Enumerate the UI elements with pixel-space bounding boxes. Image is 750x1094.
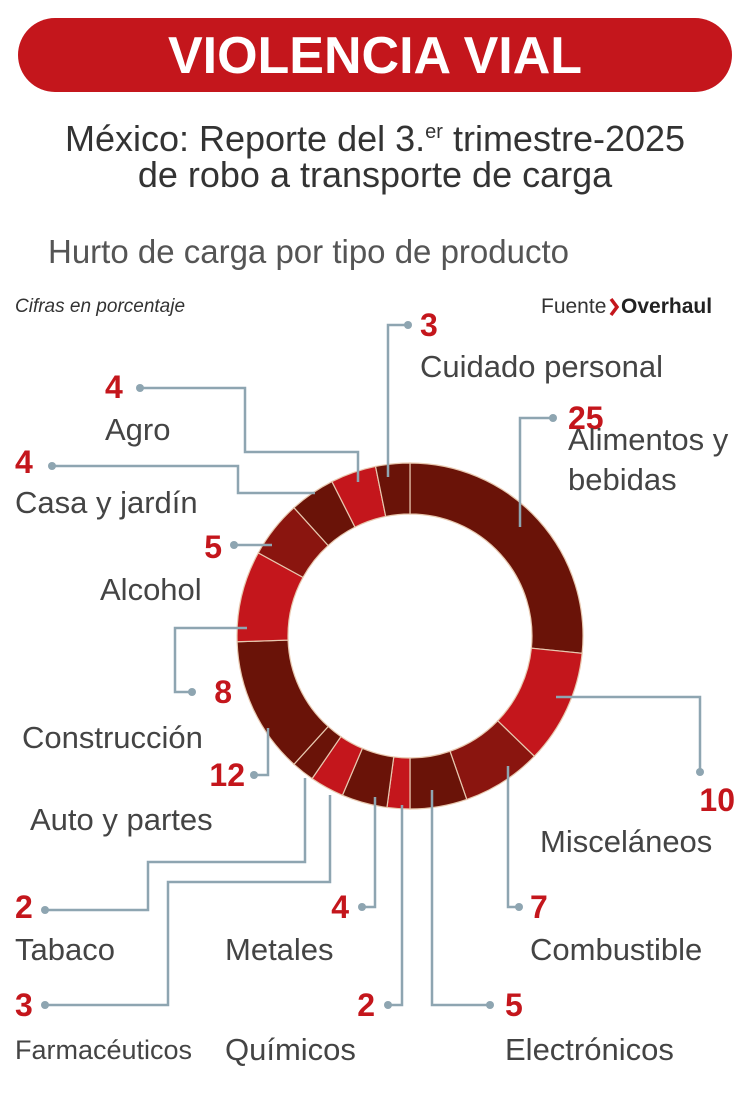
value-label: 12 — [209, 757, 245, 793]
leader-dot — [188, 688, 196, 696]
category-label: Alimentos y bebidas — [568, 422, 729, 497]
category-label: Auto y partes — [30, 802, 213, 837]
value-label: 5 — [204, 529, 222, 565]
leader-dot — [136, 384, 144, 392]
leader-line — [45, 795, 332, 1007]
leader-line — [254, 728, 270, 777]
leader-dot — [41, 1001, 49, 1009]
leader-dot — [230, 541, 238, 549]
chart-title: Hurto de carga por tipo de producto — [48, 233, 569, 270]
leader-line — [388, 805, 404, 1007]
category-label: Misceláneos — [540, 824, 713, 859]
category-label: Electrónicos — [505, 1032, 674, 1067]
leader-dot — [404, 321, 412, 329]
leader-dot — [486, 1001, 494, 1009]
subtitle-sup: er — [425, 121, 443, 143]
category-label: Combustible — [530, 932, 703, 967]
source-label: Fuente — [541, 295, 607, 318]
value-label: 3 — [420, 307, 438, 343]
subtitle-text: trimestre-2025 — [452, 118, 686, 159]
value-label: 2 — [357, 987, 375, 1023]
leader-dot — [41, 906, 49, 914]
value-label: 7 — [530, 889, 548, 925]
leader-dot — [358, 903, 366, 911]
value-label: 10 — [699, 782, 735, 818]
leader-line — [362, 797, 377, 909]
category-label: Agro — [105, 412, 171, 447]
value-label: 4 — [105, 369, 123, 405]
note: Cifras en porcentaje — [15, 296, 186, 317]
leader-line — [518, 416, 553, 527]
source: Overhaul — [621, 295, 713, 318]
category-label: Metales — [225, 932, 334, 967]
title-banner — [18, 18, 732, 92]
leader-dot — [48, 462, 56, 470]
source-chevron — [609, 297, 620, 317]
value-label: 4 — [15, 444, 33, 480]
donut-slice — [409, 462, 584, 654]
leader-dot — [696, 768, 704, 776]
value-label: 3 — [15, 987, 33, 1023]
leader-line — [140, 386, 360, 482]
leader-line — [556, 695, 702, 772]
value-label: 2 — [15, 889, 33, 925]
title: VIOLENCIA VIAL — [167, 27, 583, 85]
value-label: 25 — [568, 400, 604, 436]
leader-line — [45, 778, 307, 912]
category-label: Cuidado personal — [420, 349, 664, 384]
leader-line — [430, 790, 490, 1007]
leader-line — [52, 464, 315, 495]
leader-line — [506, 766, 519, 909]
leader-dot — [250, 771, 258, 779]
leader-dot — [384, 1001, 392, 1009]
category-label: Farmacéuticos — [15, 1035, 193, 1065]
category-label: Construcción — [22, 720, 203, 755]
category-label: Casa y jardín — [15, 485, 198, 520]
leader-line — [173, 626, 247, 694]
category-label: Químicos — [225, 1032, 356, 1067]
subtitle: de robo a transporte de carga — [137, 154, 613, 195]
leader-dot — [549, 414, 557, 422]
leader-dot — [515, 903, 523, 911]
value-label: 5 — [505, 987, 523, 1023]
subtitle: México: Reporte del 3.er trimestre-2025 — [0, 110, 750, 161]
leader-line — [386, 323, 408, 477]
category-label: Tabaco — [15, 932, 115, 967]
category-label: Alcohol — [100, 572, 202, 607]
subtitle-text: México: Reporte del 3. — [64, 118, 426, 159]
value-label: 4 — [331, 889, 349, 925]
value-label: 8 — [214, 674, 232, 710]
